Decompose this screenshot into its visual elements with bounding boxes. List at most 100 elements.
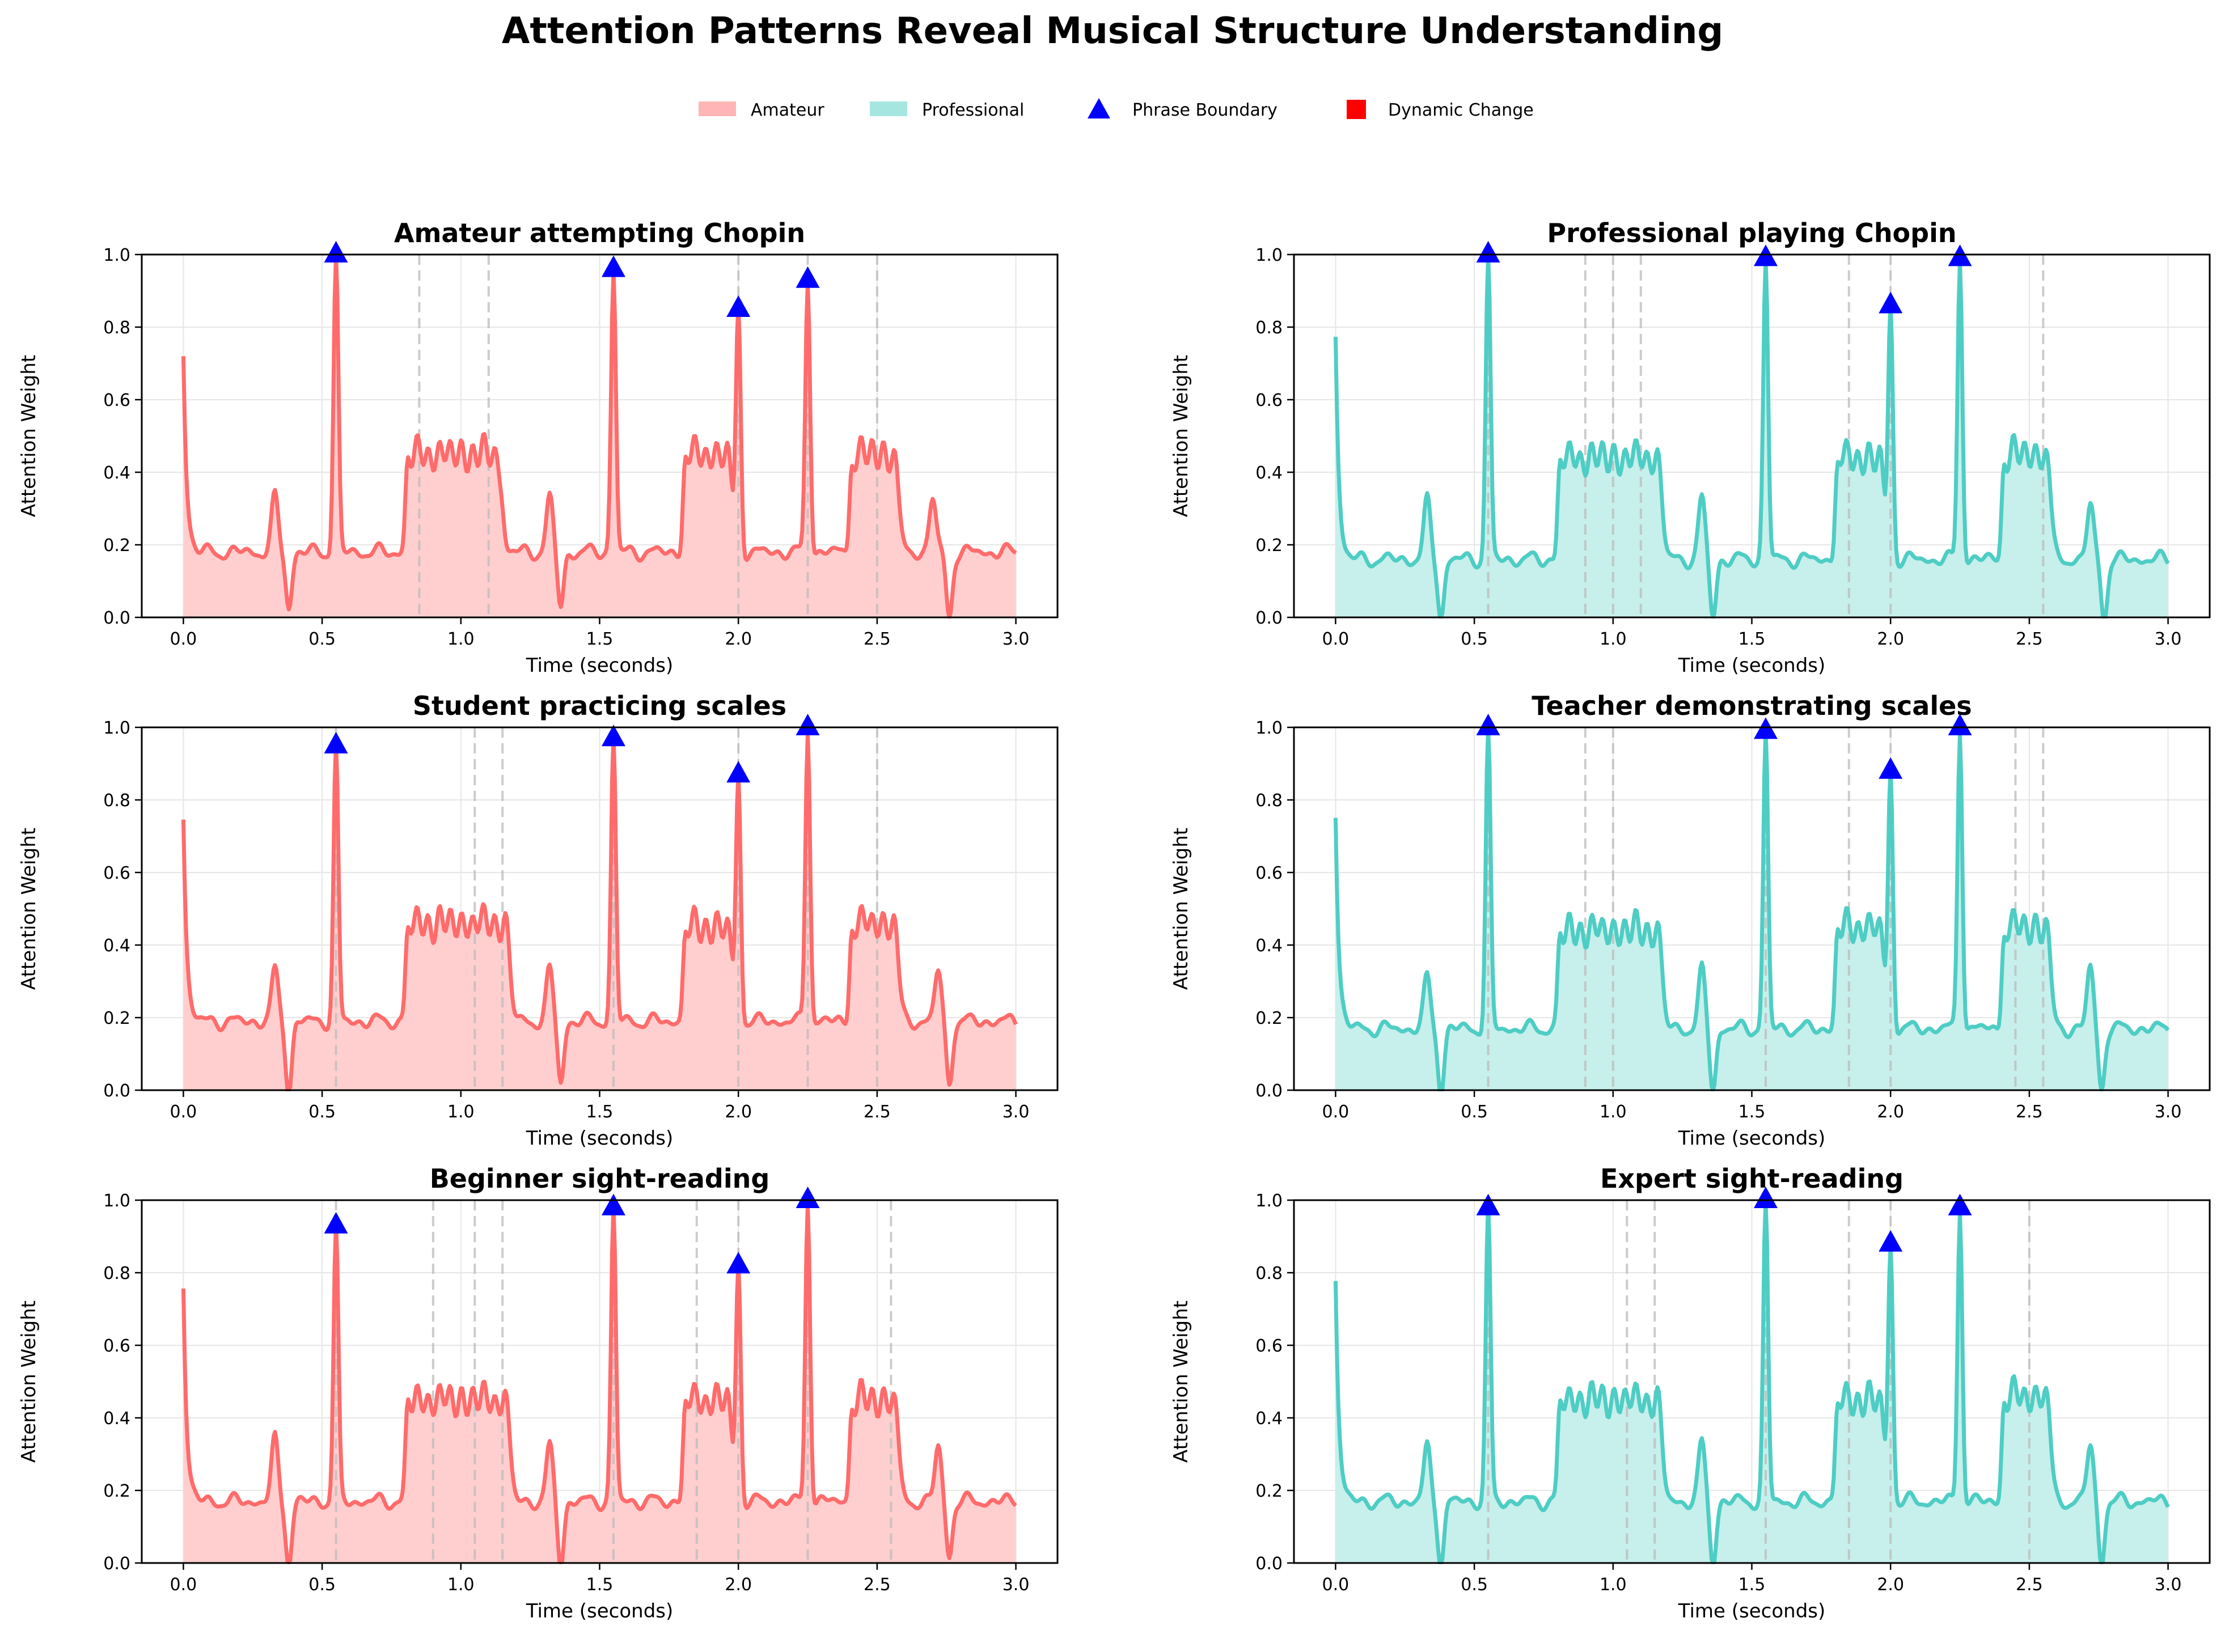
y-tick-label: 1.0 [103, 718, 130, 738]
x-axis-label: Time (seconds) [526, 1600, 674, 1623]
x-tick-label: 1.5 [586, 1102, 614, 1122]
x-tick-label: 2.5 [2016, 629, 2043, 649]
y-tick-label: 1.0 [1255, 718, 1283, 738]
x-axis-label: Time (seconds) [526, 654, 674, 677]
panel-teacher-demonstrating-scales: 0.0 0.5 1.0 1.5 2.0 2.5 3.0 0.0 0.2 0.4 0.6 0.8 1.0 T… [1170, 691, 2211, 1150]
phrase-boundary-marker [1476, 714, 1500, 735]
y-tick-label: 0.4 [1255, 936, 1283, 956]
x-tick-label: 0.0 [170, 1575, 197, 1595]
y-tick-label: 1.0 [1255, 245, 1283, 265]
phrase-boundary-marker [1879, 1230, 1903, 1252]
x-tick-label: 1.0 [1600, 1575, 1627, 1595]
series-line [1333, 253, 2170, 619]
y-tick-label: 0.8 [1255, 791, 1283, 811]
phrase-boundary-marker [796, 714, 820, 735]
y-tick-label: 0.4 [103, 936, 130, 956]
x-axis-label: Time (seconds) [1678, 1600, 1826, 1623]
x-tick-label: 0.5 [308, 629, 336, 649]
panel-professional-playing-chopin: 0.0 0.5 1.0 1.5 2.0 2.5 3.0 0.0 0.2 0.4 0.6 0.8 1.0 P… [1170, 218, 2211, 677]
x-tick-label: 0.0 [1322, 1575, 1350, 1595]
legend-swatch [699, 101, 736, 116]
y-tick-label: 0.2 [1255, 536, 1283, 556]
legend-label: Professional [922, 100, 1024, 120]
x-tick-label: 1.0 [1600, 1102, 1627, 1122]
y-tick-label: 0.4 [1255, 463, 1283, 483]
x-tick-label: 3.0 [1002, 629, 1030, 649]
y-tick-label: 0.8 [1255, 1264, 1283, 1284]
phrase-boundary-marker [601, 255, 625, 277]
y-tick-label: 0.8 [103, 1264, 130, 1284]
x-tick-label: 1.5 [1738, 629, 1766, 649]
panel-expert-sight-reading: 0.0 0.5 1.0 1.5 2.0 2.5 3.0 0.0 0.2 0.4 0.6 0.8 1.0 E… [1170, 1163, 2211, 1623]
x-tick-label: 0.0 [1322, 629, 1350, 649]
legend-triangle-icon [1088, 98, 1110, 118]
phrase-boundary-marker [1948, 1193, 1972, 1215]
legend-square-icon [1347, 100, 1366, 119]
x-tick-label: 2.5 [2016, 1575, 2043, 1595]
y-axis-label: Attention Weight [1170, 828, 1192, 990]
panel-title: Amateur attempting Chopin [394, 218, 805, 248]
y-tick-label: 0.4 [103, 1409, 130, 1429]
x-tick-label: 1.5 [586, 629, 614, 649]
series-line [181, 253, 1017, 619]
panel-title: Professional playing Chopin [1547, 218, 1956, 248]
panel-amateur-attempting-chopin: 0.0 0.5 1.0 1.5 2.0 2.5 3.0 0.0 0.2 0.4 0.6 0.8 1.0 A… [18, 218, 1059, 677]
x-axis-label: Time (seconds) [1678, 654, 1826, 677]
x-tick-label: 1.0 [447, 1575, 475, 1595]
y-tick-label: 0.6 [1255, 863, 1283, 883]
x-tick-label: 2.0 [1877, 1575, 1904, 1595]
x-tick-label: 1.5 [586, 1575, 614, 1595]
legend-label: Dynamic Change [1388, 100, 1534, 120]
y-tick-label: 0.2 [1255, 1481, 1283, 1501]
y-tick-label: 0.2 [103, 536, 130, 556]
figure-title: Attention Patterns Reveal Musical Struct… [502, 10, 1723, 52]
legend-item-phrase-boundary: Phrase Boundary [1088, 98, 1278, 120]
legend-label: Amateur [751, 100, 824, 120]
x-tick-label: 3.0 [1002, 1102, 1030, 1122]
x-tick-label: 0.0 [170, 1102, 197, 1122]
y-tick-label: 0.4 [103, 463, 130, 483]
phrase-boundary-marker [1948, 714, 1972, 735]
x-tick-label: 3.0 [2155, 1575, 2182, 1595]
y-tick-label: 0.6 [103, 1336, 130, 1356]
x-axis-label: Time (seconds) [1678, 1127, 1826, 1150]
x-tick-label: 1.0 [447, 1102, 475, 1122]
y-tick-label: 0.0 [1255, 1554, 1283, 1574]
x-tick-label: 0.5 [308, 1575, 336, 1595]
y-tick-label: 1.0 [1255, 1191, 1283, 1211]
legend-label: Phrase Boundary [1132, 100, 1278, 120]
y-axis-label: Attention Weight [18, 355, 40, 517]
series-line [181, 1202, 1017, 1564]
legend-item-dynamic-change: Dynamic Change [1347, 100, 1534, 120]
x-tick-label: 2.0 [725, 1575, 752, 1595]
phrase-boundary-marker [1476, 1193, 1500, 1215]
series-line [181, 731, 1018, 1091]
chart-panels: 0.0 0.5 1.0 1.5 2.0 2.5 3.0 0.0 0.2 0.4 0.6 0.8 1.0 A… [18, 218, 2211, 1623]
x-tick-label: 1.5 [1738, 1102, 1766, 1122]
phrase-boundary-marker [601, 725, 625, 747]
x-tick-label: 0.0 [1322, 1102, 1350, 1122]
y-tick-label: 0.6 [103, 391, 130, 410]
x-tick-label: 0.5 [1461, 1102, 1488, 1122]
panel-title: Teacher demonstrating scales [1532, 691, 1972, 721]
x-tick-label: 0.0 [170, 629, 197, 649]
phrase-boundary-marker [601, 1193, 625, 1215]
phrase-boundary-marker [726, 761, 751, 783]
phrase-boundary-marker [1879, 291, 1903, 314]
y-tick-label: 0.0 [1255, 608, 1283, 628]
x-tick-label: 2.5 [864, 1575, 891, 1595]
y-tick-label: 0.0 [103, 1081, 130, 1101]
x-axis-label: Time (seconds) [526, 1127, 674, 1150]
x-tick-label: 2.0 [725, 1102, 752, 1122]
y-axis-label: Attention Weight [1170, 355, 1192, 517]
y-tick-label: 1.0 [103, 245, 130, 265]
x-tick-label: 0.5 [308, 1102, 336, 1122]
y-tick-label: 0.8 [103, 791, 130, 811]
y-tick-label: 0.0 [103, 1554, 130, 1574]
y-tick-label: 0.2 [1255, 1009, 1283, 1028]
x-tick-label: 1.5 [1738, 1575, 1766, 1595]
x-tick-label: 3.0 [2155, 1102, 2182, 1122]
series-line [1333, 1199, 2170, 1564]
x-tick-label: 2.0 [1877, 629, 1904, 649]
panel-title: Beginner sight-reading [430, 1163, 770, 1194]
